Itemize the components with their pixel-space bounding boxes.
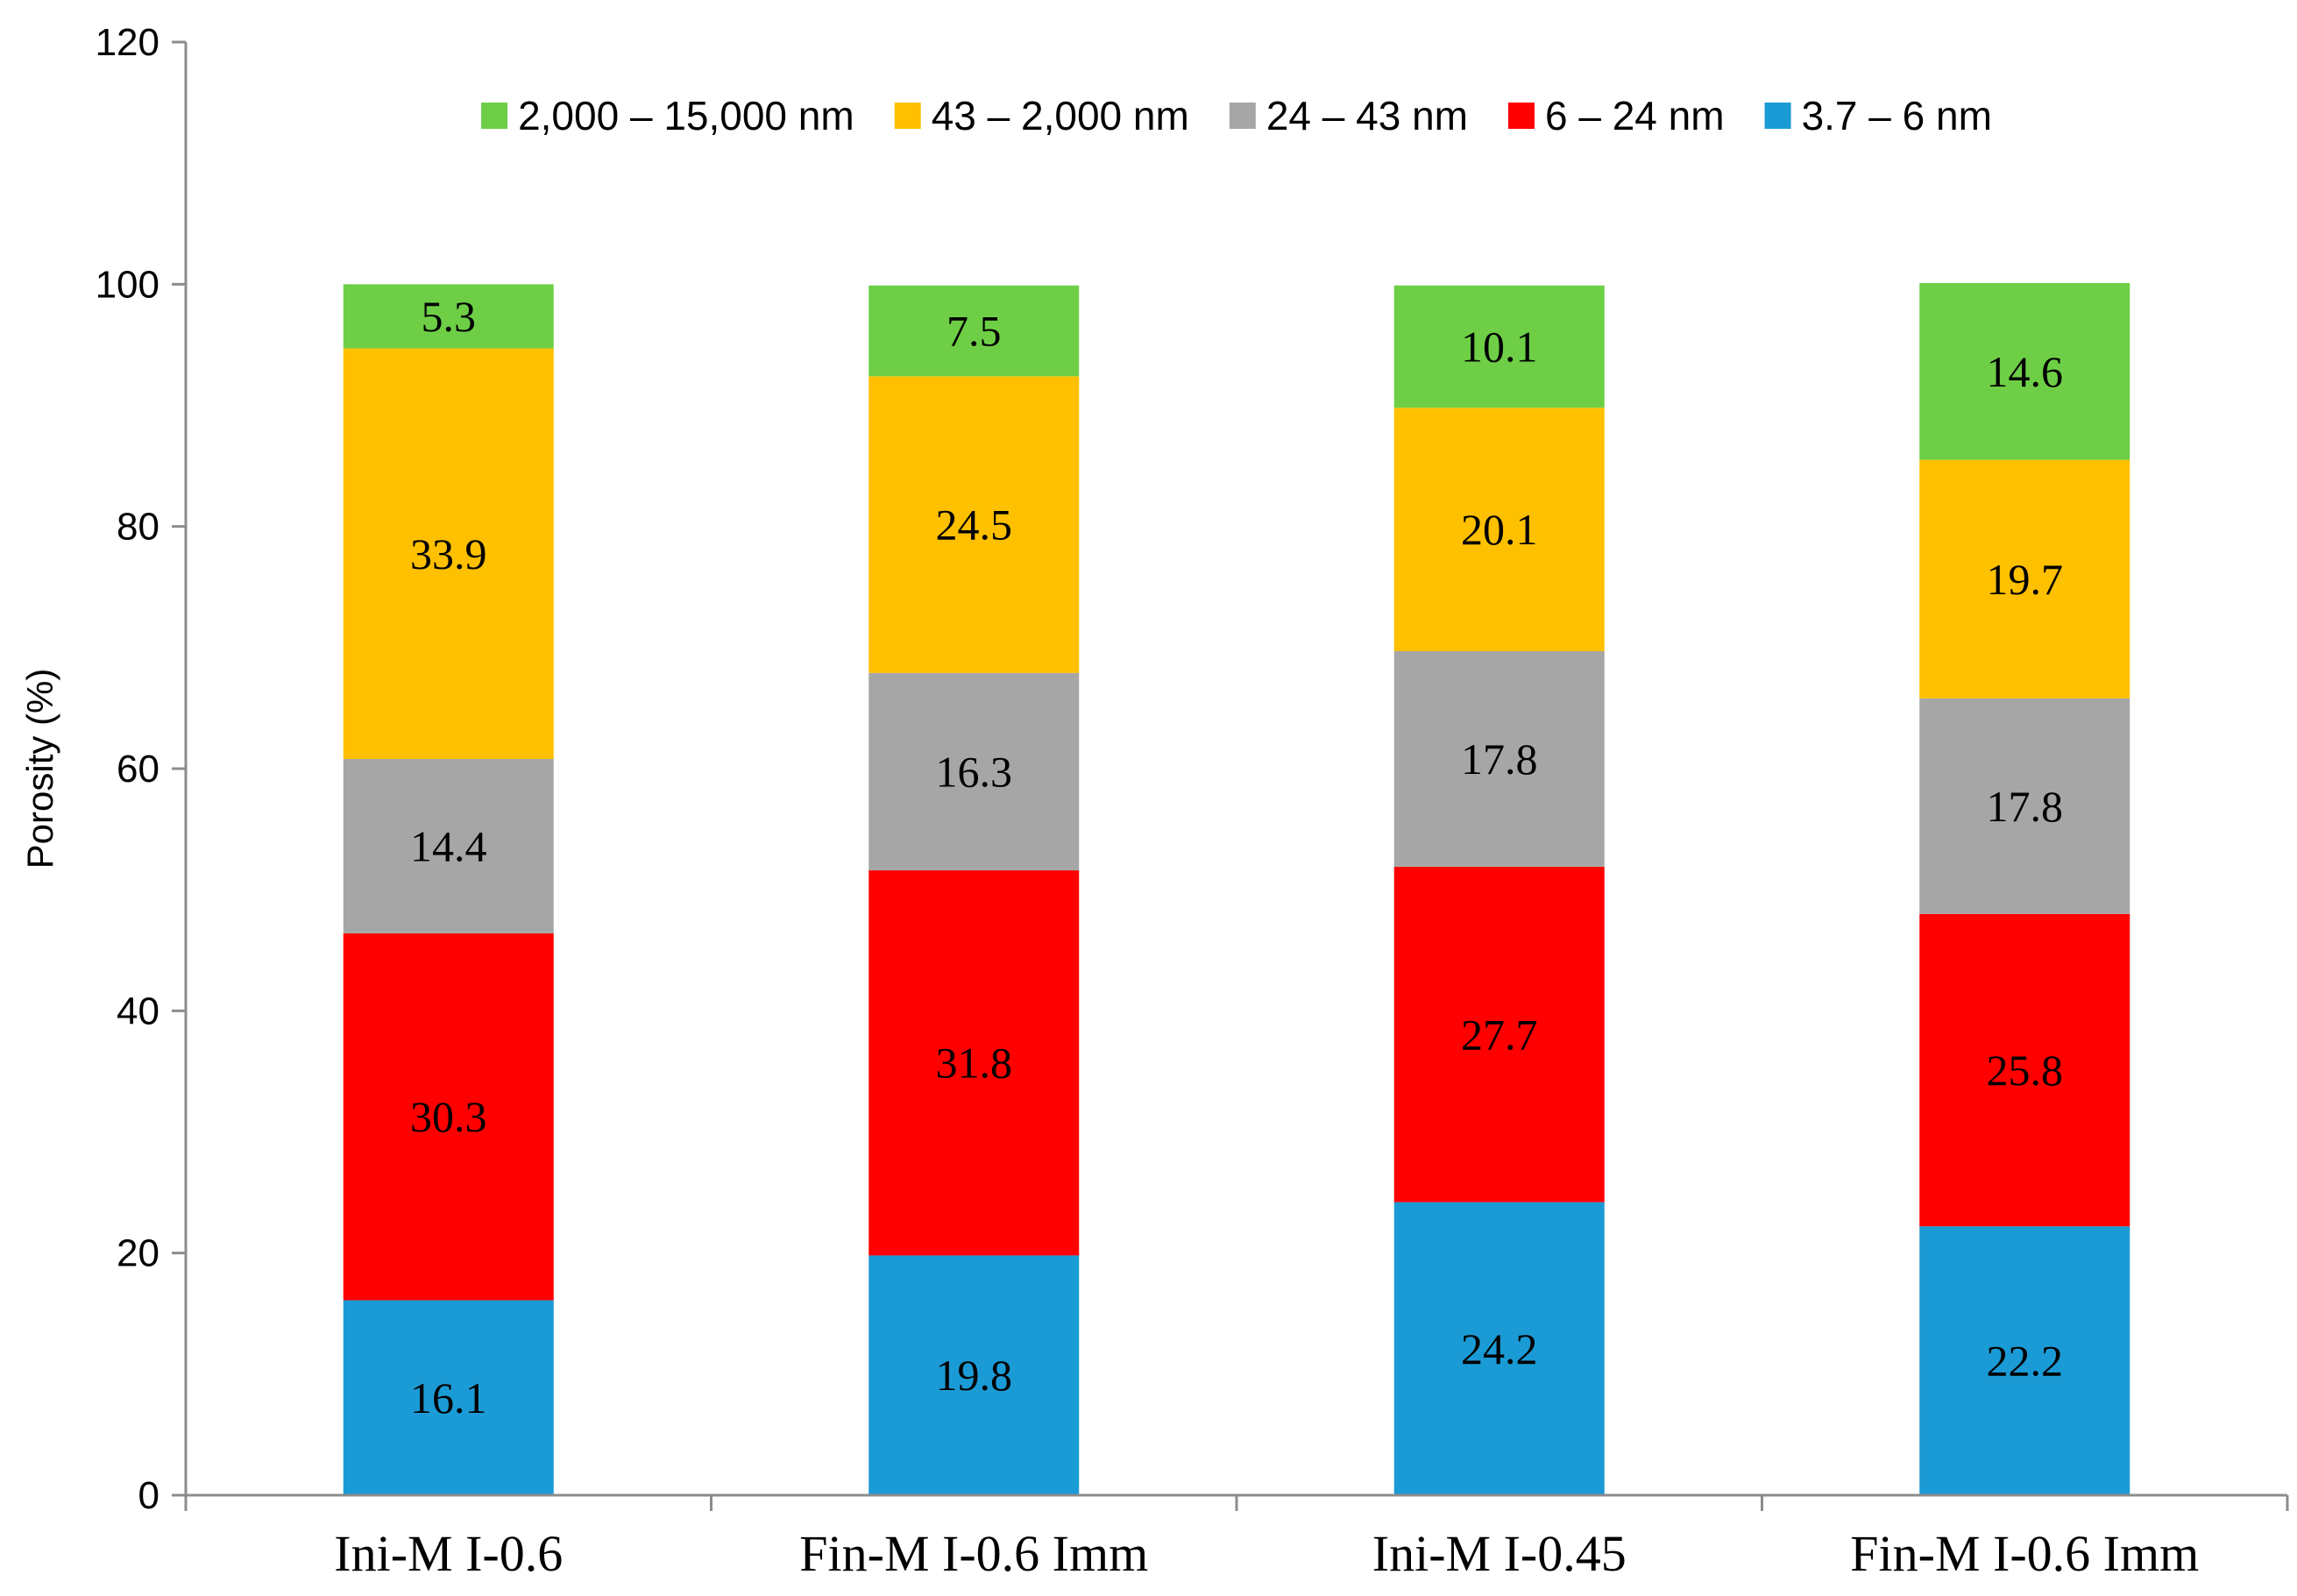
- legend-swatch-3-7-6-nm: [1764, 103, 1791, 129]
- y-tick-label: 120: [96, 21, 160, 64]
- data-label: 16.3: [936, 747, 1013, 796]
- legend-label: 43 – 2,000 nm: [932, 93, 1189, 138]
- data-label: 33.9: [410, 529, 487, 578]
- data-label: 17.8: [1987, 782, 2064, 831]
- bar-4-6-24-nm: [1919, 913, 2130, 1227]
- data-label: 30.3: [410, 1092, 487, 1141]
- legend-label: 3.7 – 6 nm: [1802, 93, 1992, 138]
- data-label: 24.2: [1461, 1324, 1538, 1373]
- data-labels-layer: 16.1 30.3 14.4 33.9 5.3 19.8 31.8 16.3 24.5 7.5 24…: [410, 292, 2063, 1422]
- x-tick-label: Fin-M I-0.6 Imm: [799, 1525, 1148, 1582]
- data-label: 7.5: [946, 307, 1002, 356]
- bar-1-24-43-nm: [343, 758, 554, 933]
- legend-swatch-2-000-15-000-nm: [481, 103, 508, 129]
- bar-3-6-24-nm: [1393, 866, 1605, 1202]
- data-label: 22.2: [1987, 1337, 2064, 1386]
- data-label: 19.8: [936, 1351, 1013, 1400]
- bar-2-24-43-nm: [868, 672, 1080, 871]
- bar-1-2-000-15-000-nm: [343, 284, 554, 349]
- bar-1-43-2-000-nm: [343, 348, 554, 759]
- legend: 2,000 – 15,000 nm 43 – 2,000 nm 24 – 43 nm…: [481, 93, 1992, 138]
- legend-swatch-24-43-nm: [1229, 103, 1256, 129]
- bar-4-2-000-15-000-nm: [1919, 282, 2130, 460]
- data-label: 31.8: [936, 1039, 1013, 1088]
- bars-layer: [343, 282, 2130, 1495]
- data-label: 17.8: [1461, 734, 1538, 784]
- data-label: 19.7: [1987, 555, 2064, 604]
- data-label: 16.1: [410, 1373, 487, 1422]
- y-tick-label: 80: [117, 506, 160, 549]
- bar-4-43-2-000-nm: [1919, 459, 2130, 699]
- legend-label: 24 – 43 nm: [1266, 93, 1468, 138]
- bar-3-24-43-nm: [1393, 650, 1605, 867]
- bar-3-3-7-6-nm: [1393, 1202, 1605, 1495]
- data-label: 5.3: [422, 292, 477, 341]
- bar-2-6-24-nm: [868, 870, 1080, 1256]
- data-label: 14.4: [410, 821, 487, 870]
- legend-label: 2,000 – 15,000 nm: [518, 93, 854, 138]
- bar-3-43-2-000-nm: [1393, 408, 1605, 651]
- bar-1-6-24-nm: [343, 933, 554, 1301]
- data-label: 20.1: [1461, 505, 1538, 554]
- bar-3-2-000-15-000-nm: [1393, 285, 1605, 408]
- y-tick-label: 20: [117, 1232, 160, 1275]
- x-tick-label: Ini-M I-0.6: [334, 1525, 563, 1582]
- bar-2-3-7-6-nm: [868, 1255, 1080, 1495]
- axes-layer: 0 20 40 60 80 100 120 Ini-M I-0.6 Fin-M I-0.6 Im…: [19, 21, 2289, 1582]
- y-axis-title: Porosity (%): [19, 669, 60, 869]
- data-label: 24.5: [936, 500, 1013, 550]
- data-label: 14.6: [1987, 347, 2064, 396]
- bar-4-24-43-nm: [1919, 698, 2130, 914]
- y-tick-label: 40: [117, 990, 160, 1032]
- data-label: 27.7: [1461, 1010, 1538, 1059]
- x-tick-label: Ini-M I-0.45: [1372, 1525, 1627, 1582]
- bar-1-3-7-6-nm: [343, 1300, 554, 1495]
- legend-swatch-43-2-000-nm: [894, 103, 921, 129]
- bar-4-3-7-6-nm: [1919, 1226, 2130, 1495]
- legend-swatch-6-24-nm: [1507, 103, 1535, 129]
- x-tick-label: Fin-M I-0.6 Imm: [1850, 1525, 2199, 1582]
- bar-2-2-000-15-000-nm: [868, 285, 1080, 377]
- y-tick-label: 0: [138, 1474, 160, 1517]
- y-tick-label: 100: [96, 263, 160, 306]
- legend-label: 6 – 24 nm: [1545, 93, 1725, 138]
- data-label: 10.1: [1461, 322, 1538, 371]
- y-tick-label: 60: [117, 748, 160, 791]
- data-label: 25.8: [1987, 1046, 2064, 1095]
- bar-2-43-2-000-nm: [868, 376, 1080, 673]
